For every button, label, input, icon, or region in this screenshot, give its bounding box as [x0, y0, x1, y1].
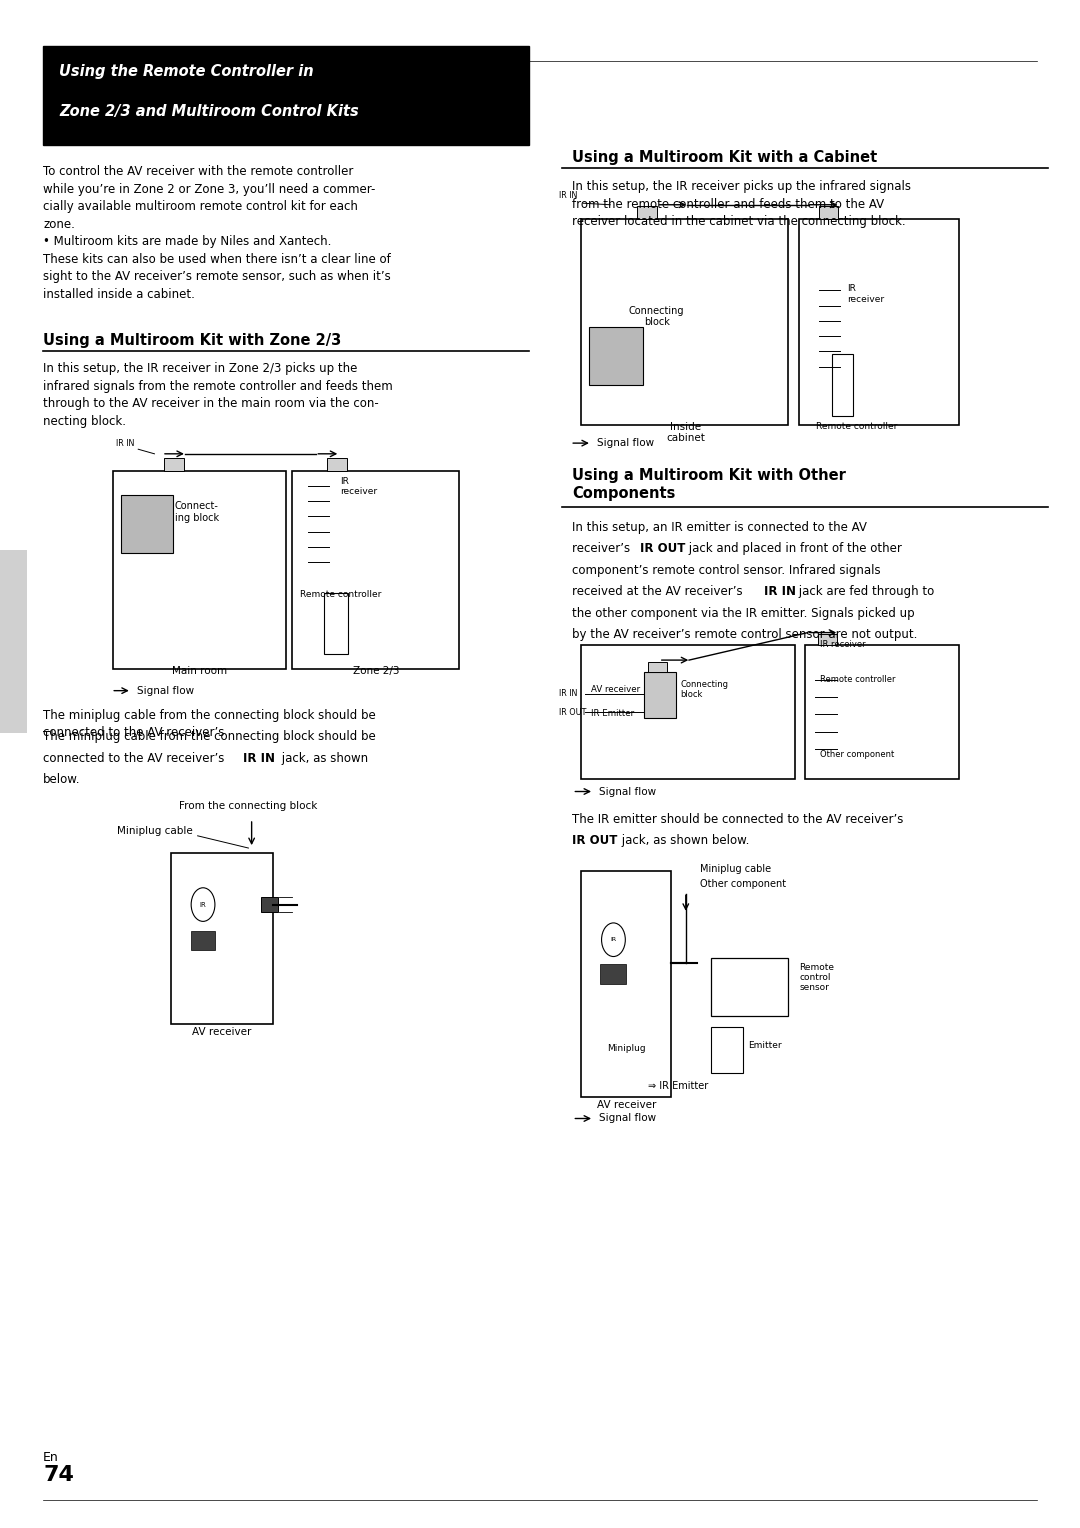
- Text: The miniplug cable from the connecting block should be: The miniplug cable from the connecting b…: [43, 730, 376, 744]
- Bar: [648, 662, 667, 672]
- Bar: [0, 550, 27, 733]
- Bar: [711, 1027, 743, 1073]
- Text: IR Emitter: IR Emitter: [591, 709, 634, 718]
- Bar: [637, 206, 657, 219]
- Text: Zone 2/3 and Multiroom Control Kits: Zone 2/3 and Multiroom Control Kits: [59, 104, 360, 119]
- Text: Emitter: Emitter: [748, 1041, 782, 1050]
- Text: Other component: Other component: [700, 879, 786, 889]
- Text: IR
receiver: IR receiver: [847, 284, 883, 304]
- Text: IR IN: IR IN: [559, 689, 578, 698]
- Text: Signal flow: Signal flow: [599, 1114, 657, 1123]
- Bar: [581, 645, 795, 779]
- Text: Using a Multiroom Kit with Other
Components: Using a Multiroom Kit with Other Compone…: [572, 468, 847, 501]
- Text: IR OUT: IR OUT: [559, 707, 586, 717]
- Text: IR IN: IR IN: [116, 439, 134, 448]
- Text: Miniplug cable: Miniplug cable: [700, 863, 771, 874]
- Text: Connect-
ing block: Connect- ing block: [175, 501, 219, 523]
- Text: To control the AV receiver with the remote controller
while you’re in Zone 2 or : To control the AV receiver with the remo…: [43, 165, 391, 301]
- Text: En: En: [43, 1450, 59, 1464]
- Text: IR
receiver: IR receiver: [340, 477, 377, 497]
- Text: jack and placed in front of the other: jack and placed in front of the other: [685, 542, 902, 556]
- Text: jack, as shown below.: jack, as shown below.: [618, 834, 750, 848]
- Text: Inside
cabinet: Inside cabinet: [666, 422, 705, 443]
- Bar: [164, 458, 184, 471]
- Bar: [324, 593, 348, 654]
- Text: IR: IR: [200, 902, 206, 908]
- Text: IR OUT: IR OUT: [572, 834, 618, 848]
- Text: jack, as shown: jack, as shown: [278, 752, 367, 766]
- Text: component’s remote control sensor. Infrared signals: component’s remote control sensor. Infra…: [572, 564, 881, 578]
- Text: Remote controller: Remote controller: [300, 590, 381, 599]
- Text: Zone 2/3: Zone 2/3: [352, 666, 400, 677]
- Bar: [43, 46, 529, 145]
- Bar: [600, 964, 626, 984]
- Text: Signal flow: Signal flow: [137, 686, 194, 695]
- Text: Signal flow: Signal flow: [597, 439, 654, 448]
- Bar: [121, 495, 173, 553]
- Bar: [818, 634, 837, 645]
- Text: The IR emitter should be connected to the AV receiver’s: The IR emitter should be connected to th…: [572, 813, 904, 827]
- Bar: [832, 354, 853, 416]
- Text: IR OUT: IR OUT: [640, 542, 686, 556]
- Text: Using a Multiroom Kit with Zone 2/3: Using a Multiroom Kit with Zone 2/3: [43, 333, 341, 348]
- Text: In this setup, the IR receiver picks up the infrared signals
from the remote con: In this setup, the IR receiver picks up …: [572, 180, 912, 228]
- Bar: [805, 645, 959, 779]
- Bar: [644, 672, 676, 718]
- Bar: [113, 471, 286, 669]
- Bar: [191, 931, 215, 950]
- Bar: [327, 458, 347, 471]
- Bar: [261, 897, 278, 912]
- Text: Main room: Main room: [172, 666, 228, 677]
- Bar: [581, 219, 788, 425]
- Text: Remote controller: Remote controller: [816, 422, 897, 431]
- Bar: [589, 327, 643, 385]
- Text: AV receiver: AV receiver: [597, 1100, 656, 1111]
- Text: the other component via the IR emitter. Signals picked up: the other component via the IR emitter. …: [572, 607, 915, 620]
- Bar: [819, 206, 838, 219]
- Text: Using a Multiroom Kit with a Cabinet: Using a Multiroom Kit with a Cabinet: [572, 150, 878, 165]
- Text: Remote
control
sensor: Remote control sensor: [799, 963, 834, 993]
- Circle shape: [191, 888, 215, 921]
- Text: IR IN: IR IN: [559, 191, 578, 200]
- Text: AV receiver: AV receiver: [192, 1027, 251, 1038]
- Text: The miniplug cable from the connecting block should be
connected to the AV recei: The miniplug cable from the connecting b…: [43, 709, 376, 740]
- Text: AV receiver: AV receiver: [591, 685, 639, 694]
- Text: connected to the AV receiver’s: connected to the AV receiver’s: [43, 752, 228, 766]
- Bar: [171, 853, 273, 1024]
- Text: below.: below.: [43, 773, 81, 787]
- Bar: [292, 471, 459, 669]
- Text: ⇒ IR Emitter: ⇒ IR Emitter: [648, 1082, 708, 1091]
- Text: 74: 74: [43, 1465, 75, 1485]
- Text: Using the Remote Controller in: Using the Remote Controller in: [59, 64, 314, 79]
- Text: received at the AV receiver’s: received at the AV receiver’s: [572, 585, 746, 599]
- Text: Connecting
block: Connecting block: [629, 306, 685, 327]
- Circle shape: [602, 923, 625, 957]
- Text: receiver’s: receiver’s: [572, 542, 634, 556]
- Text: Other component: Other component: [820, 750, 894, 759]
- Text: In this setup, an IR emitter is connected to the AV: In this setup, an IR emitter is connecte…: [572, 521, 867, 535]
- Text: Remote controller: Remote controller: [820, 675, 895, 685]
- Text: Miniplug: Miniplug: [607, 1044, 646, 1053]
- Text: IR IN: IR IN: [764, 585, 796, 599]
- Text: From the connecting block: From the connecting block: [179, 801, 318, 811]
- Bar: [799, 219, 959, 425]
- Text: by the AV receiver’s remote control sensor are not output.: by the AV receiver’s remote control sens…: [572, 628, 918, 642]
- Text: Miniplug cable: Miniplug cable: [117, 827, 192, 836]
- Text: IR IN: IR IN: [243, 752, 275, 766]
- Text: Signal flow: Signal flow: [599, 787, 657, 796]
- Text: jack are fed through to: jack are fed through to: [795, 585, 934, 599]
- Bar: [581, 871, 671, 1097]
- Bar: [711, 958, 788, 1016]
- Text: Connecting
block: Connecting block: [680, 680, 728, 700]
- Text: IR: IR: [610, 937, 617, 943]
- Text: IR receiver: IR receiver: [820, 640, 865, 649]
- Text: In this setup, the IR receiver in Zone 2/3 picks up the
infrared signals from th: In this setup, the IR receiver in Zone 2…: [43, 362, 393, 428]
